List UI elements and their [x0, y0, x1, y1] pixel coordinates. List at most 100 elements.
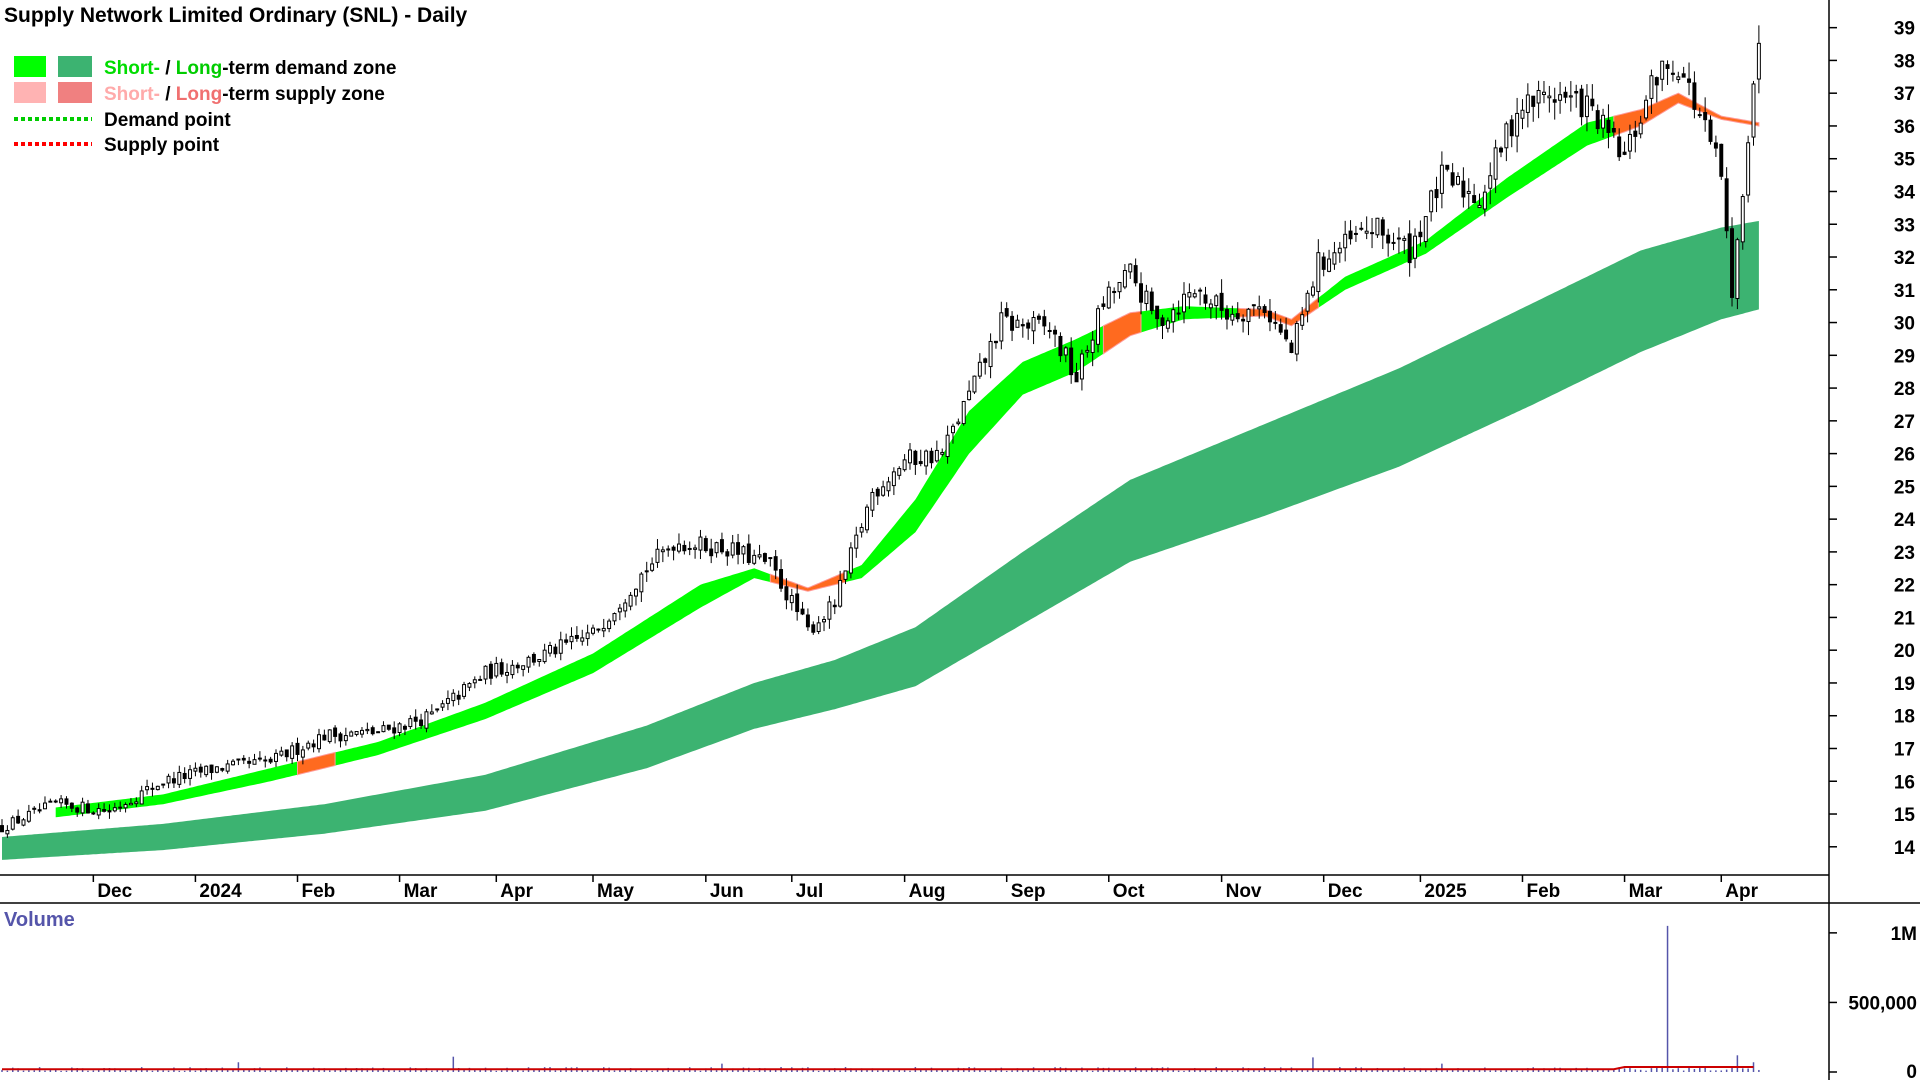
- candle: [1182, 282, 1186, 324]
- legend-demand-part-1: /: [160, 58, 176, 79]
- candle: [1063, 346, 1068, 363]
- candle: [859, 523, 864, 538]
- candle: [1106, 281, 1111, 310]
- volume-bars: [1, 925, 1760, 1072]
- candle: [413, 709, 418, 730]
- candle: [934, 440, 939, 463]
- candle: [456, 690, 461, 706]
- candle: [596, 628, 601, 633]
- candle: [1300, 306, 1305, 331]
- candle: [1439, 151, 1444, 209]
- candle: [43, 796, 47, 810]
- candle: [945, 425, 950, 464]
- candle: [542, 643, 547, 664]
- price-tick-label: 19: [1894, 674, 1915, 695]
- candle: [188, 764, 193, 786]
- candle: [1273, 311, 1278, 330]
- candle: [1074, 362, 1079, 383]
- candle: [1171, 303, 1176, 333]
- candle: [1456, 172, 1460, 186]
- candle: [252, 753, 257, 765]
- candle: [827, 595, 832, 629]
- candle: [832, 599, 837, 615]
- candle: [1294, 320, 1299, 362]
- time-tick-label: May: [597, 881, 634, 902]
- price-tick-label: 30: [1894, 314, 1915, 335]
- candle: [1687, 62, 1692, 96]
- candle: [639, 571, 644, 603]
- candle: [1364, 216, 1369, 240]
- candle: [1708, 115, 1713, 145]
- candle: [1112, 287, 1117, 304]
- price-tick-label: 25: [1894, 477, 1916, 498]
- candle: [655, 539, 660, 568]
- time-tick-label: Apr: [1725, 881, 1758, 902]
- candle: [1257, 295, 1262, 319]
- candle: [370, 725, 375, 736]
- candle: [1310, 281, 1315, 298]
- candle: [972, 375, 977, 395]
- candle: [1504, 121, 1509, 162]
- candle: [521, 665, 526, 677]
- supply-zone-segment-0: [297, 751, 336, 776]
- candle: [505, 663, 510, 684]
- price-tick-label: 18: [1894, 707, 1915, 728]
- candle: [1133, 258, 1138, 287]
- candle: [472, 676, 477, 689]
- candle: [784, 578, 789, 610]
- candle: [1423, 216, 1428, 248]
- candle: [1756, 25, 1761, 94]
- candle: [209, 764, 214, 780]
- candle: [736, 533, 741, 565]
- price-tick-label: 15: [1894, 805, 1916, 826]
- candle: [1541, 81, 1546, 104]
- legend-supply-point-label: Supply point: [104, 135, 220, 156]
- candle: [1230, 305, 1235, 326]
- long-term-zone-band: [2, 221, 1759, 860]
- candle: [1187, 283, 1192, 309]
- candle: [322, 729, 327, 741]
- candle: [1165, 317, 1170, 333]
- candle: [929, 447, 934, 469]
- candle: [1413, 228, 1418, 269]
- candle: [1235, 302, 1240, 323]
- candle: [1396, 227, 1401, 254]
- candle: [1461, 167, 1466, 208]
- candle: [1208, 298, 1213, 319]
- candle: [1477, 193, 1482, 209]
- candle: [682, 540, 687, 555]
- legend-demand-zone-label: Short- / Long-term demand zone: [104, 58, 396, 79]
- time-tick-label: Feb: [1526, 881, 1560, 902]
- candle: [198, 763, 203, 778]
- candle: [1327, 249, 1332, 273]
- candle: [1284, 317, 1289, 342]
- candle: [1563, 86, 1568, 104]
- candle: [924, 449, 929, 475]
- candle: [214, 766, 219, 774]
- candle: [1751, 80, 1756, 146]
- candle: [956, 418, 961, 426]
- candle: [462, 681, 467, 700]
- candle: [902, 454, 907, 472]
- candle: [870, 488, 875, 518]
- candle: [1740, 194, 1745, 250]
- candle: [451, 689, 456, 707]
- candle: [822, 616, 827, 632]
- candle: [1203, 286, 1208, 310]
- candle: [1713, 135, 1718, 157]
- candle: [311, 739, 316, 753]
- candle: [1482, 184, 1487, 217]
- candle: [381, 721, 386, 733]
- candle: [1042, 309, 1047, 335]
- price-tick-label: 38: [1894, 51, 1915, 72]
- volume-tick-label: 0: [1906, 1062, 1917, 1080]
- candle: [628, 591, 633, 611]
- candle: [1509, 115, 1514, 148]
- candle: [1676, 71, 1681, 84]
- candle: [21, 817, 26, 827]
- time-tick-label: Jun: [710, 881, 744, 902]
- candle: [1418, 220, 1423, 247]
- candle: [1337, 241, 1342, 263]
- candle: [1665, 60, 1670, 85]
- legend-supply-part-3: -term supply zone: [222, 84, 385, 105]
